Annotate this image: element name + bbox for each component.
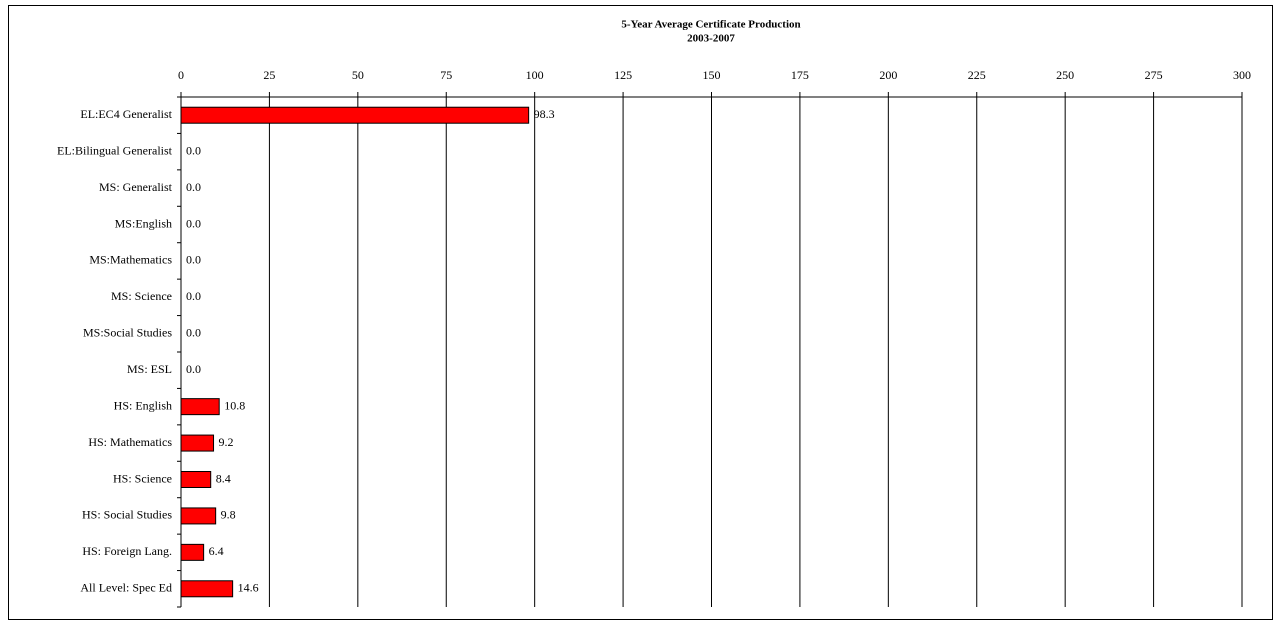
x-tick-label: 300 bbox=[1233, 68, 1251, 82]
value-label: 0.0 bbox=[186, 216, 201, 230]
value-label: 10.8 bbox=[224, 398, 245, 412]
value-label: 98.3 bbox=[534, 107, 555, 121]
y-tick-label: EL:Bilingual Generalist bbox=[57, 143, 173, 157]
value-label: 0.0 bbox=[186, 289, 201, 303]
chart-title: 5-Year Average Certificate Production bbox=[621, 19, 800, 31]
value-label: 0.0 bbox=[186, 143, 201, 157]
y-tick-label: MS: ESL bbox=[127, 362, 172, 376]
y-tick-label: EL:EC4 Generalist bbox=[80, 107, 172, 121]
y-tick-label: HS: English bbox=[114, 398, 172, 412]
y-tick-label: MS: Generalist bbox=[99, 180, 173, 194]
y-tick-label: MS:English bbox=[115, 216, 172, 230]
x-tick-label: 25 bbox=[263, 68, 275, 82]
x-tick-label: 50 bbox=[352, 68, 364, 82]
bar bbox=[180, 398, 220, 416]
x-tick-label: 125 bbox=[614, 68, 632, 82]
y-tick-label: HS: Social Studies bbox=[82, 508, 172, 522]
chart-subtitle: 2003-2007 bbox=[687, 33, 735, 45]
bar bbox=[180, 434, 215, 452]
y-tick-label: HS: Mathematics bbox=[88, 435, 172, 449]
value-label: 9.8 bbox=[221, 508, 236, 522]
value-label: 0.0 bbox=[186, 326, 201, 340]
bar bbox=[180, 507, 217, 525]
x-tick-label: 200 bbox=[879, 68, 897, 82]
y-tick-label: HS: Science bbox=[113, 471, 172, 485]
y-tick-label: MS:Social Studies bbox=[83, 326, 172, 340]
x-tick-label: 75 bbox=[440, 68, 452, 82]
value-label: 0.0 bbox=[186, 362, 201, 376]
x-tick-label: 0 bbox=[178, 68, 184, 82]
chart-frame bbox=[8, 5, 1273, 620]
y-tick-label: MS: Science bbox=[111, 289, 172, 303]
x-tick-label: 225 bbox=[968, 68, 986, 82]
value-label: 0.0 bbox=[186, 253, 201, 267]
value-label: 9.2 bbox=[219, 435, 234, 449]
x-tick-label: 250 bbox=[1056, 68, 1074, 82]
x-tick-label: 100 bbox=[526, 68, 544, 82]
y-tick-label: HS: Foreign Lang. bbox=[82, 544, 172, 558]
bar bbox=[180, 580, 234, 598]
x-tick-label: 175 bbox=[791, 68, 809, 82]
x-tick-label: 275 bbox=[1145, 68, 1163, 82]
y-tick-label: All Level: Spec Ed bbox=[80, 581, 172, 595]
value-label: 0.0 bbox=[186, 180, 201, 194]
bar bbox=[180, 106, 530, 124]
value-label: 8.4 bbox=[216, 471, 231, 485]
y-tick-label: MS:Mathematics bbox=[89, 253, 172, 267]
bar bbox=[180, 543, 205, 561]
value-label: 6.4 bbox=[209, 544, 224, 558]
value-label: 14.6 bbox=[238, 581, 259, 595]
bar bbox=[180, 471, 212, 488]
x-tick-label: 150 bbox=[703, 68, 721, 82]
